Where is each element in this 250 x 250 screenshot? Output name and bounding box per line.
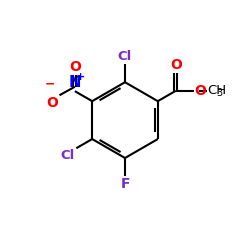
Text: +: + [76,72,85,82]
Text: −: − [45,78,56,91]
Text: O: O [69,60,81,74]
Text: O: O [46,96,58,110]
Text: Cl: Cl [118,50,132,63]
Text: F: F [120,177,130,191]
Text: N: N [69,75,81,90]
Text: CH: CH [207,84,226,97]
Text: O: O [170,58,182,72]
Text: O: O [195,84,206,98]
Text: Cl: Cl [61,150,75,162]
Text: 3: 3 [216,88,222,98]
